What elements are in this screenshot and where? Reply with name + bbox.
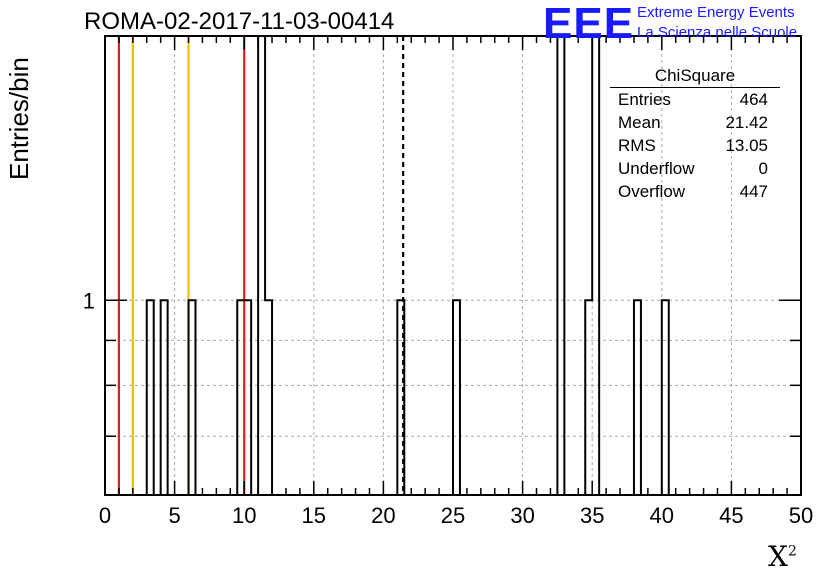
stats-value: 13.05 bbox=[725, 136, 768, 155]
x-tick-label: 35 bbox=[580, 503, 604, 528]
x-tick-label: 15 bbox=[302, 503, 326, 528]
stats-value: 21.42 bbox=[725, 113, 768, 132]
stats-label: Overflow bbox=[618, 182, 686, 201]
logo-line-1: Extreme Energy Events bbox=[637, 4, 795, 21]
x-tick-label: 30 bbox=[510, 503, 534, 528]
x-axis-ticks: 0 5 10 15 20 25 30 35 40 45 50 bbox=[99, 36, 813, 528]
x-axis-label-base: X bbox=[768, 540, 788, 573]
stats-row: RMS 13.05 bbox=[610, 134, 780, 157]
eee-logo: EEE bbox=[543, 0, 635, 48]
stats-label: Underflow bbox=[618, 159, 695, 178]
stats-row: Underflow 0 bbox=[610, 157, 780, 180]
x-tick-label: 25 bbox=[441, 503, 465, 528]
x-tick-label: 10 bbox=[232, 503, 256, 528]
stats-label: Entries bbox=[618, 90, 671, 109]
stats-label: RMS bbox=[618, 136, 656, 155]
y-axis-label: Entries/bin bbox=[4, 57, 34, 180]
x-tick-label: 50 bbox=[789, 503, 813, 528]
stats-value: 464 bbox=[739, 90, 768, 109]
x-axis-label: X2 bbox=[768, 540, 797, 573]
y-tick-label: 1 bbox=[83, 288, 95, 313]
stats-row: Entries 464 bbox=[610, 88, 780, 111]
x-tick-label: 45 bbox=[719, 503, 743, 528]
stats-row: Overflow 447 bbox=[610, 180, 780, 203]
chart-title: ROMA-02-2017-11-03-00414 bbox=[84, 8, 395, 35]
x-axis-label-sup: 2 bbox=[787, 543, 797, 560]
stats-title: ChiSquare bbox=[610, 66, 780, 88]
x-tick-label: 5 bbox=[168, 503, 180, 528]
y-axis-ticks: 1 bbox=[83, 35, 801, 496]
stats-value: 0 bbox=[758, 159, 768, 178]
stats-box: ChiSquare Entries 464 Mean 21.42 RMS 13.05 … bbox=[610, 66, 780, 203]
stats-value: 447 bbox=[739, 182, 768, 201]
x-tick-label: 40 bbox=[650, 503, 674, 528]
logo-line-2: La Scienza nelle Scuole bbox=[637, 24, 798, 41]
x-tick-label: 0 bbox=[99, 503, 111, 528]
x-tick-label: 20 bbox=[371, 503, 395, 528]
stats-row: Mean 21.42 bbox=[610, 111, 780, 134]
stats-label: Mean bbox=[618, 113, 661, 132]
